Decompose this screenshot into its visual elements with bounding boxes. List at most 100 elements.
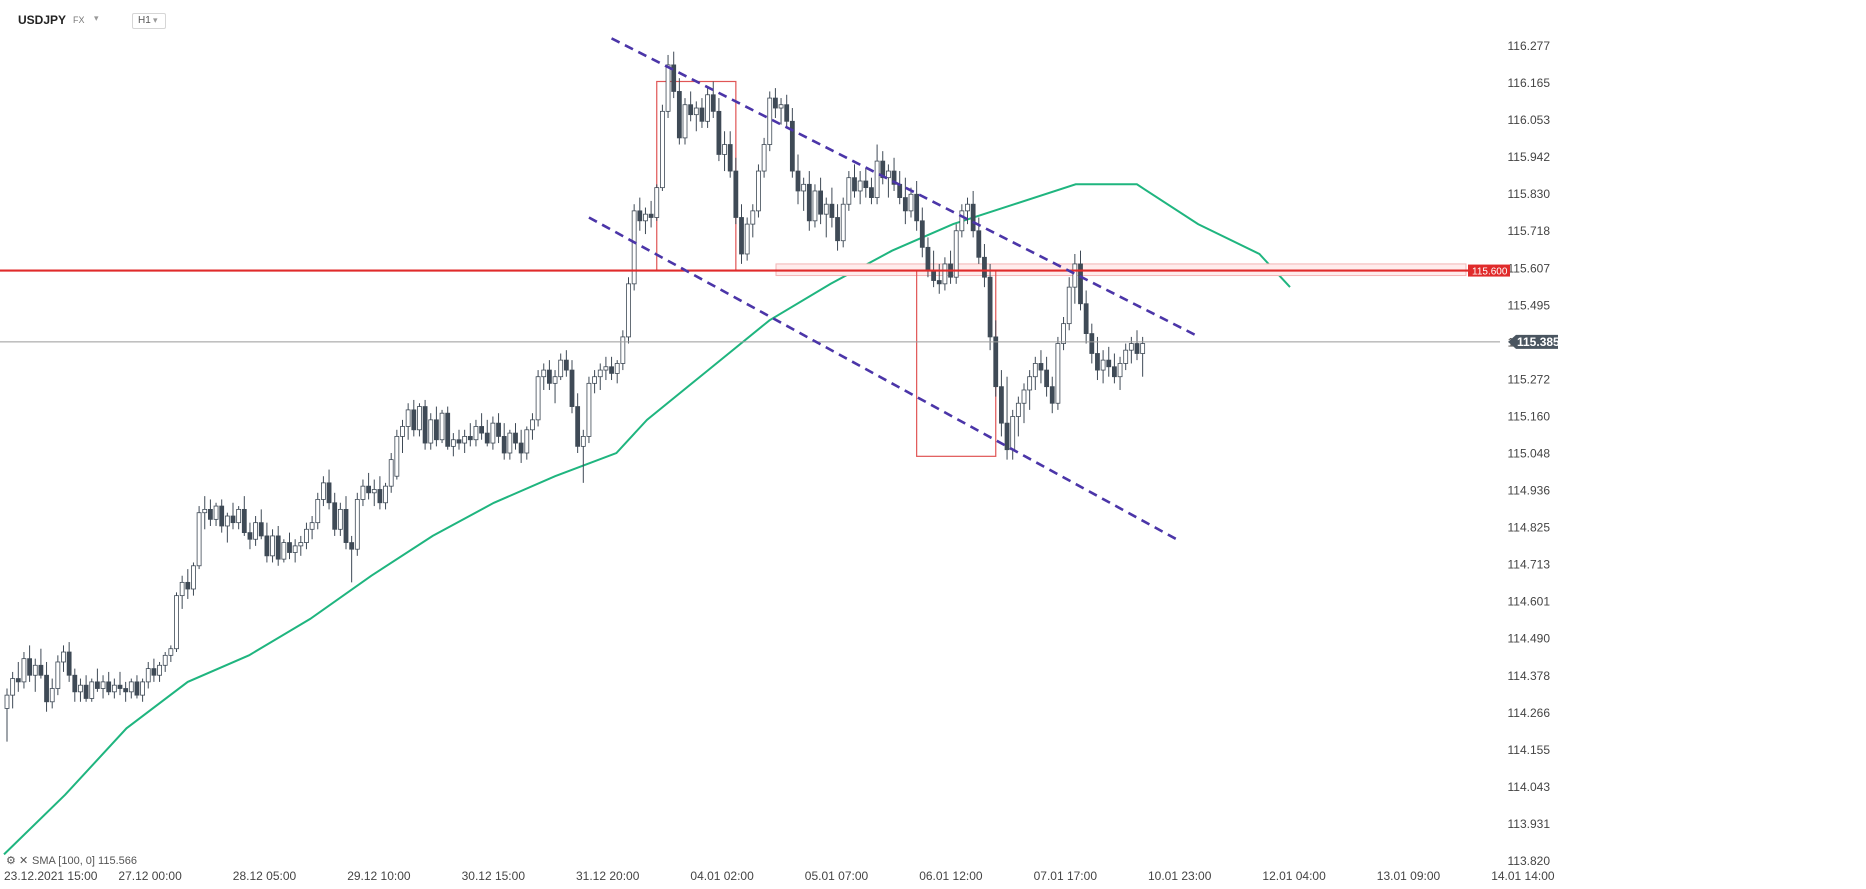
candle-up — [959, 210, 965, 232]
candle-up — [1027, 376, 1033, 391]
candle-up — [400, 426, 405, 437]
candle-up — [744, 223, 750, 255]
candle-up — [1128, 343, 1134, 351]
x-tick-label: 31.12 20:00 — [576, 869, 640, 883]
candle-down — [891, 170, 897, 185]
candle-up — [874, 160, 880, 198]
indicator-legend: ⚙ ✕ SMA [100, 0] 115.566 — [6, 855, 137, 867]
candle-down — [789, 120, 795, 172]
candle-up — [304, 528, 309, 543]
candle-up — [354, 499, 360, 550]
candle-up — [631, 210, 637, 285]
x-tick-label: 13.01 09:00 — [1377, 869, 1441, 883]
candle-down — [27, 658, 33, 676]
candle-up — [801, 183, 807, 192]
channel-upper — [610, 37, 1200, 339]
candle-down — [247, 532, 253, 540]
candle-down — [343, 508, 349, 543]
candle-up — [49, 688, 55, 703]
y-tick-label: 115.272 — [1508, 372, 1551, 386]
candle-up — [1032, 363, 1038, 378]
candle-down — [467, 436, 473, 441]
candle-down — [1095, 353, 1100, 371]
candle-up — [224, 515, 230, 527]
close-icon[interactable]: ✕ — [19, 855, 28, 867]
candle-up — [490, 422, 496, 444]
candle-up — [592, 376, 597, 384]
x-tick-label: 10.01 23:00 — [1148, 869, 1212, 883]
candle-up — [767, 97, 773, 145]
candle-down — [185, 581, 191, 590]
candle-down — [897, 183, 903, 198]
candle-up — [626, 283, 631, 338]
candle-up — [292, 545, 298, 553]
candle-up — [388, 459, 394, 487]
candle-down — [710, 94, 716, 112]
candle-up — [597, 369, 603, 378]
candle-up — [840, 203, 846, 242]
candle-up — [298, 542, 304, 547]
sma-series — [3, 183, 1291, 856]
market-label: FX — [73, 15, 85, 25]
candle-down — [863, 180, 869, 189]
candle-up — [965, 203, 970, 212]
candle-down — [123, 688, 129, 693]
candle-up — [309, 522, 315, 530]
candle-up — [4, 694, 10, 709]
x-tick-label: 29.12 10:00 — [347, 869, 411, 883]
candle-down — [501, 436, 507, 454]
candle-up — [128, 681, 134, 693]
settings-icon[interactable]: ⚙ — [6, 855, 16, 867]
candle-down — [637, 210, 643, 222]
sma-label: SMA [100, 0] 115.566 — [32, 855, 137, 867]
candle-down — [44, 674, 49, 703]
x-tick-label: 28.12 05:00 — [233, 869, 297, 883]
candle-down — [914, 193, 920, 222]
candle-down — [275, 535, 281, 560]
candle-down — [829, 203, 835, 218]
y-tick-label: 115.495 — [1508, 298, 1551, 312]
candle-up — [1100, 359, 1106, 371]
candle-up — [756, 170, 761, 212]
candle-down — [936, 280, 942, 285]
candle-down — [925, 246, 931, 271]
candle-up — [1061, 323, 1066, 344]
candle-up — [405, 409, 411, 427]
candle-up — [1117, 363, 1123, 378]
candle-up — [1055, 343, 1061, 404]
candle-up — [450, 439, 456, 447]
chevron-down-icon[interactable]: ▾ — [94, 13, 99, 23]
candle-down — [1038, 363, 1044, 371]
y-tick-label: 114.378 — [1508, 669, 1551, 683]
candle-down — [902, 197, 908, 212]
drawn-lines — [0, 37, 1500, 541]
candle-up — [1140, 343, 1146, 354]
x-tick-label: 12.01 04:00 — [1262, 869, 1326, 883]
candle-down — [1004, 422, 1010, 451]
candle-up — [541, 369, 547, 378]
candle-up — [558, 359, 564, 378]
candle-up — [168, 648, 174, 656]
candle-down — [411, 409, 417, 431]
candle-down — [773, 97, 778, 109]
x-tick-label: 27.12 00:00 — [118, 869, 182, 883]
x-tick-label: 30.12 15:00 — [462, 869, 526, 883]
candle-up — [281, 542, 287, 560]
candle-down — [1089, 333, 1095, 354]
candle-up — [320, 482, 326, 500]
candle-down — [151, 668, 157, 676]
timeframe-selector[interactable]: H1 ▾ — [132, 13, 166, 29]
candle-down — [513, 432, 518, 444]
candle-down — [1112, 366, 1117, 378]
candle-down — [1044, 369, 1049, 388]
candle-up — [157, 664, 162, 676]
y-tick-label: 116.053 — [1508, 113, 1551, 127]
candle-down — [1078, 263, 1083, 305]
candle-up — [1123, 349, 1129, 364]
candle-down — [919, 220, 925, 248]
candle-down — [258, 522, 264, 537]
symbol-label[interactable]: USDJPY — [18, 13, 67, 27]
candle-down — [970, 203, 976, 232]
candle-up — [812, 190, 818, 222]
